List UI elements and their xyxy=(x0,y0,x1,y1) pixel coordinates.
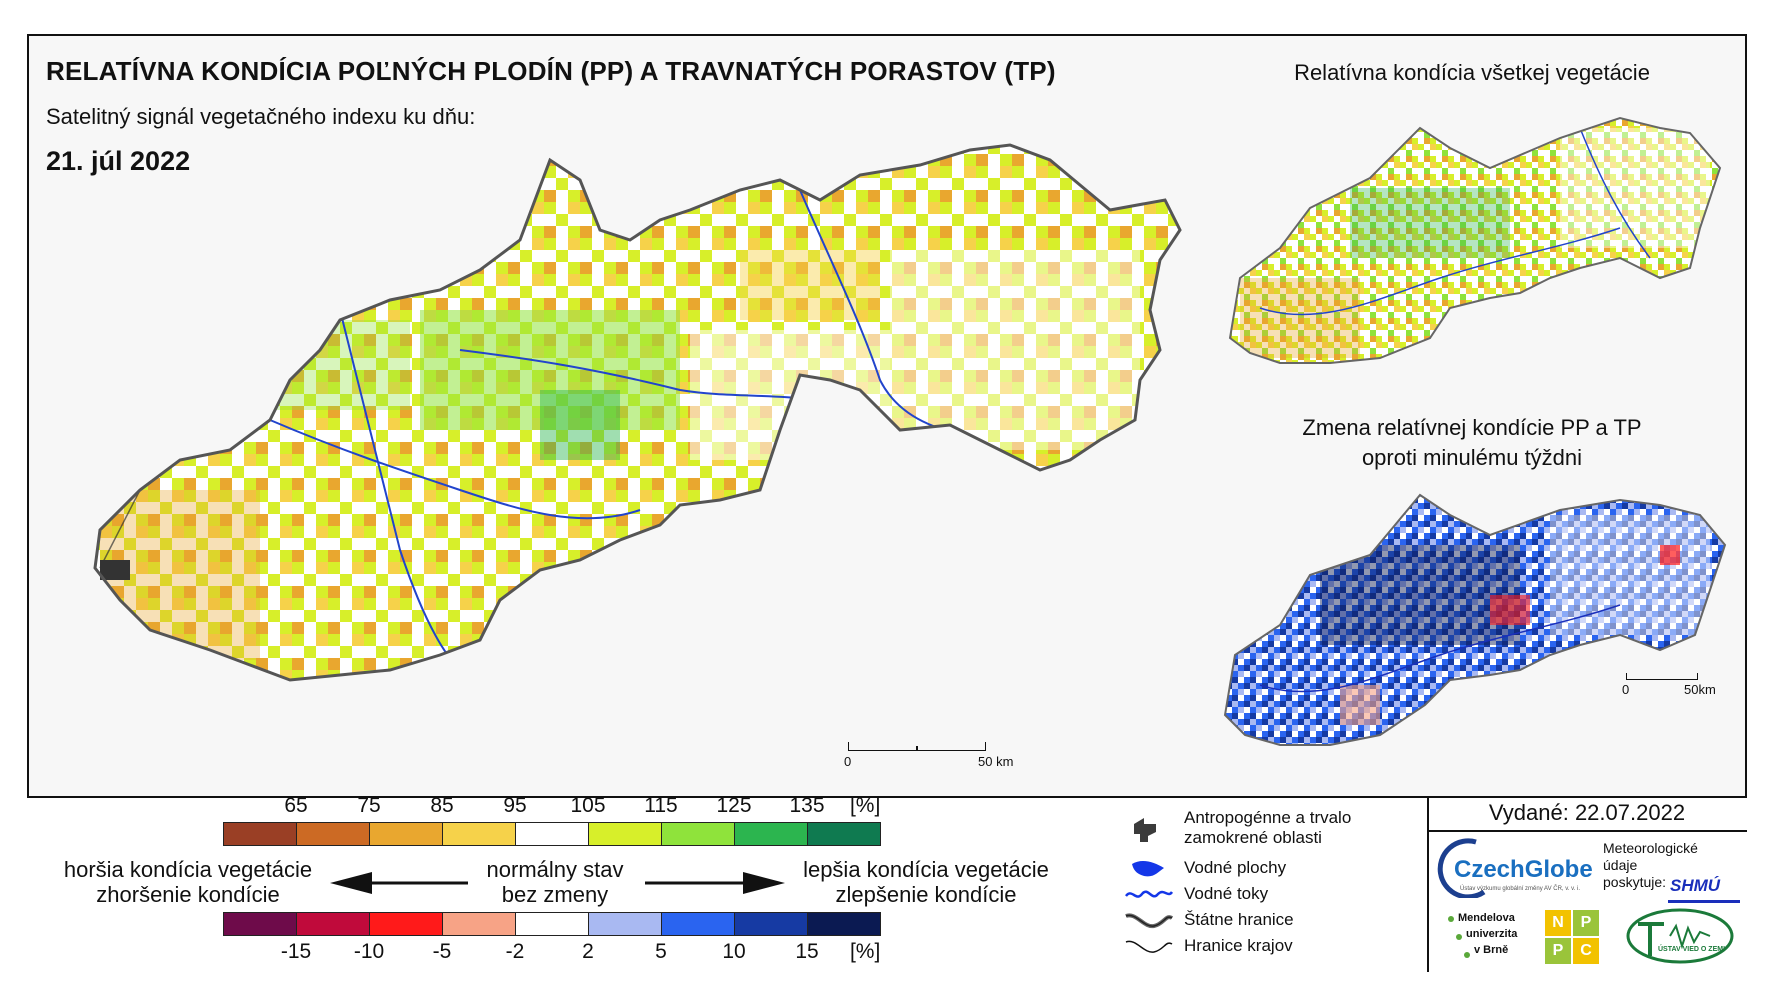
change-color-cell xyxy=(369,912,443,936)
czechglobe-arc-icon xyxy=(1437,838,1486,898)
state-border-label: Štátne hranice xyxy=(1184,910,1294,929)
normal-label-line1: normálny stav xyxy=(486,857,624,882)
change-tick-label: -10 xyxy=(353,940,385,963)
urban-area-label: Antropogénne a trvalo zamokrené oblasti xyxy=(1184,808,1352,847)
condition-color-cell xyxy=(807,822,881,846)
condition-color-cell xyxy=(515,822,589,846)
change-color-cell xyxy=(442,912,516,936)
change-tick-label: 5 xyxy=(655,940,667,963)
mendelu-line1: Mendelova xyxy=(1458,912,1515,924)
mendelu-line2: univerzita xyxy=(1466,928,1518,940)
main-scalebar-mid-tick xyxy=(916,746,918,750)
issued-divider xyxy=(1427,830,1747,832)
inset-change-title-line1: Zmena relatívnej kondície PP a TP xyxy=(1302,415,1642,440)
change-tick-label: -2 xyxy=(505,940,525,963)
czechglobe-name: CzechGlobe xyxy=(1454,856,1593,883)
mendelu-line3: v Brně xyxy=(1474,944,1509,956)
map-subtitle: Satelitný signál vegetačného indexu ku d… xyxy=(46,104,476,129)
uvz-name: ÚSTAV VIED O ZEMI xyxy=(1658,946,1726,953)
condition-color-cell xyxy=(369,822,443,846)
legend-divider xyxy=(1427,796,1429,972)
uvz-emblem-icon xyxy=(1626,908,1734,964)
condition-color-cell xyxy=(661,822,735,846)
normal-label-line2: bez zmeny xyxy=(501,882,609,907)
shmu-name: SHMÚ xyxy=(1670,876,1721,895)
right-arrow-icon xyxy=(645,872,785,894)
region-border-icon xyxy=(1125,940,1173,953)
urban-area-icon xyxy=(1134,818,1156,842)
change-color-cell xyxy=(296,912,370,936)
main-scalebar xyxy=(848,742,986,751)
map-date: 21. júl 2022 xyxy=(46,146,191,176)
change-color-cell xyxy=(661,912,735,936)
nppc-cell: P xyxy=(1573,910,1599,936)
main-scalebar-start: 0 xyxy=(844,754,852,769)
inset-change-map xyxy=(1224,494,1726,746)
change-tick-label: -15 xyxy=(280,940,312,963)
better-label: lepšia kondícia vegetácie zlepšenie kond… xyxy=(776,857,1076,907)
mendelu-dot-icon xyxy=(1464,952,1470,958)
change-tick-label: 10 xyxy=(722,940,746,963)
condition-tick-label: [%] xyxy=(849,794,881,817)
nppc-logo: N P P C xyxy=(1545,910,1599,964)
mendelu-dot-icon xyxy=(1448,916,1454,922)
nppc-cell: P xyxy=(1545,938,1571,964)
left-arrow-icon xyxy=(330,872,468,894)
inset-scalebar xyxy=(1626,673,1698,680)
change-color-cell xyxy=(588,912,662,936)
worse-label-line2: zhoršenie kondície xyxy=(96,882,280,907)
stream-label: Vodné toky xyxy=(1184,884,1269,903)
change-tick-label: [%] xyxy=(849,940,881,963)
main-condition-map xyxy=(93,143,1182,682)
condition-tick-label: 115 xyxy=(644,794,678,817)
inset-all-vegetation-map xyxy=(1229,117,1721,364)
condition-tick-label: 95 xyxy=(503,794,527,817)
nppc-cell: C xyxy=(1573,938,1599,964)
stream-icon xyxy=(1125,890,1174,898)
change-tick-label: 15 xyxy=(795,940,819,963)
condition-tick-label: 105 xyxy=(570,794,606,817)
main-scalebar-end: 50 km xyxy=(978,754,1014,769)
provided-by-label: Meteorologické údaje poskytuje: xyxy=(1603,840,1698,890)
inset-scalebar-end: 50km xyxy=(1684,682,1716,697)
inset-all-vegetation-title: Relatívna kondícia všetkej vegetácie xyxy=(1294,60,1650,85)
condition-tick-label: 85 xyxy=(430,794,454,817)
condition-tick-label: 135 xyxy=(789,794,825,817)
worse-label: horšia kondícia vegetácie zhoršenie kond… xyxy=(38,857,338,907)
mendelu-dot-icon xyxy=(1456,934,1462,940)
inset-change-title: Zmena relatívnej kondície PP a TP oproti… xyxy=(1262,413,1682,473)
change-color-cell xyxy=(807,912,881,936)
condition-color-cell xyxy=(442,822,516,846)
inset-scalebar-start: 0 xyxy=(1622,682,1630,697)
czechglobe-subtitle: Ústav výzkumu globální změny AV ČR, v. v… xyxy=(1460,886,1581,892)
condition-color-cell xyxy=(734,822,808,846)
map-title: RELATÍVNA KONDÍCIA POĽNÝCH PLODÍN (PP) A… xyxy=(46,56,1056,86)
normal-label: normálny stav bez zmeny xyxy=(460,857,650,907)
region-border-label: Hranice krajov xyxy=(1184,936,1293,955)
water-body-icon xyxy=(1132,861,1164,877)
change-tick-label: -5 xyxy=(432,940,452,963)
change-color-cell xyxy=(515,912,589,936)
change-tick-label: 2 xyxy=(582,940,594,963)
better-label-line1: lepšia kondícia vegetácie xyxy=(803,857,1049,882)
czechglobe-logo: CzechGlobe Ústav výzkumu globální změny … xyxy=(1436,836,1598,898)
shmu-logo: SHMÚ xyxy=(1668,872,1740,903)
mendelu-logo: Mendelova univerzita v Brně xyxy=(1448,908,1538,968)
change-color-cell xyxy=(223,912,297,936)
better-label-line2: zlepšenie kondície xyxy=(835,882,1017,907)
nppc-cell: N xyxy=(1545,910,1571,936)
condition-color-cell xyxy=(296,822,370,846)
issued-date: Vydané: 22.07.2022 xyxy=(1488,800,1686,825)
state-border-icon xyxy=(1125,913,1174,929)
condition-tick-label: 125 xyxy=(716,794,752,817)
condition-tick-label: 65 xyxy=(284,794,308,817)
change-color-cell xyxy=(734,912,808,936)
inset-change-title-line2: oproti minulému týždni xyxy=(1361,445,1583,470)
water-body-label: Vodné plochy xyxy=(1184,858,1287,877)
condition-tick-label: 75 xyxy=(357,794,381,817)
condition-color-cell xyxy=(588,822,662,846)
uvz-logo: ÚSTAV VIED O ZEMI xyxy=(1624,906,1736,966)
worse-label-line1: horšia kondícia vegetácie xyxy=(63,857,313,882)
condition-color-cell xyxy=(223,822,297,846)
